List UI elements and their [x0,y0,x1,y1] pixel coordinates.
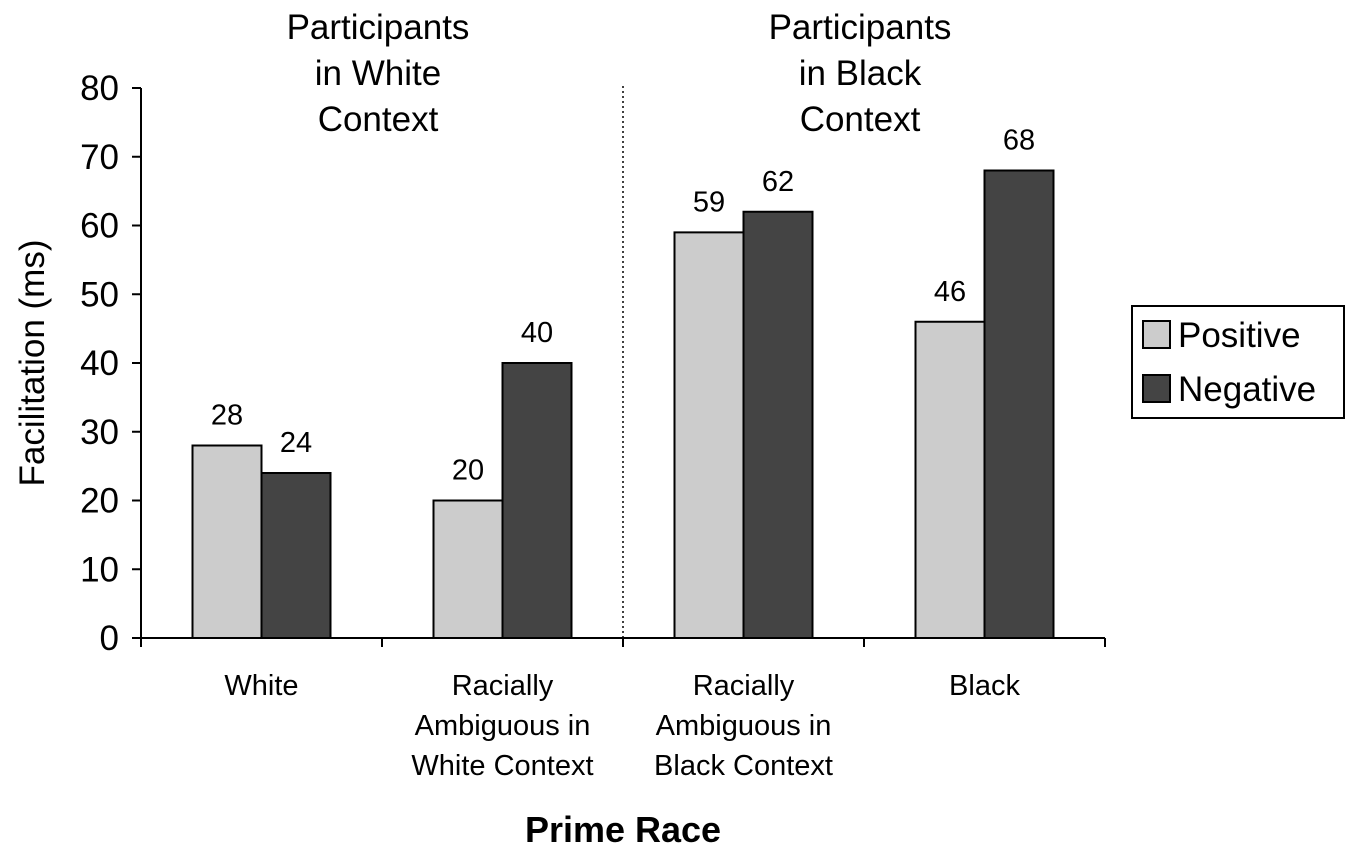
data-label: 28 [211,400,243,432]
bar-negative-1 [260,472,332,639]
data-label: 62 [762,166,794,198]
y-tick-label: 50 [80,275,119,314]
legend-label: Negative [1178,370,1316,409]
bar-positive-3 [673,231,745,639]
bar-positive-1 [191,444,263,639]
data-label: 68 [1003,125,1035,157]
y-tick-label: 40 [80,344,119,383]
x-tick-label: Black [949,670,1020,702]
x-axis-label: Prime Race [525,809,721,846]
bar-negative-2 [501,362,573,639]
group-header: Context [800,100,921,139]
y-tick-label: 30 [80,413,119,452]
x-tick-label: Racially [693,670,795,702]
y-tick-label: 60 [80,207,119,246]
x-tick-label: Racially [452,670,554,702]
legend-swatch-negative [1142,374,1171,403]
x-tick-label: White [224,670,298,702]
x-tick-label: White Context [411,750,593,782]
data-label: 40 [521,317,553,349]
y-tick-label: 10 [80,550,119,589]
y-tick-label: 0 [100,619,119,658]
bar-negative-3 [742,210,814,639]
bar-positive-2 [432,499,504,639]
group-header: in Black [799,54,922,93]
x-tick-label: Black Context [654,750,833,782]
group-header: Context [318,100,439,139]
data-label: 20 [452,455,484,487]
legend-label: Positive [1178,316,1301,355]
data-label: 59 [693,186,725,218]
x-tick-label: Ambiguous in [656,710,832,742]
bar-negative-4 [983,169,1055,639]
group-header: Participants [287,8,470,47]
data-label: 46 [934,276,966,308]
group-header: in White [315,54,441,93]
data-label: 24 [280,427,312,459]
legend-swatch-positive [1142,320,1171,349]
y-tick-label: 20 [80,482,119,521]
y-tick-label: 70 [80,138,119,177]
x-tick-label: Ambiguous in [415,710,591,742]
y-axis-label: Facilitation (ms) [13,240,52,487]
y-tick-label: 80 [80,69,119,108]
group-header: Participants [769,8,952,47]
bar-positive-4 [914,320,986,639]
